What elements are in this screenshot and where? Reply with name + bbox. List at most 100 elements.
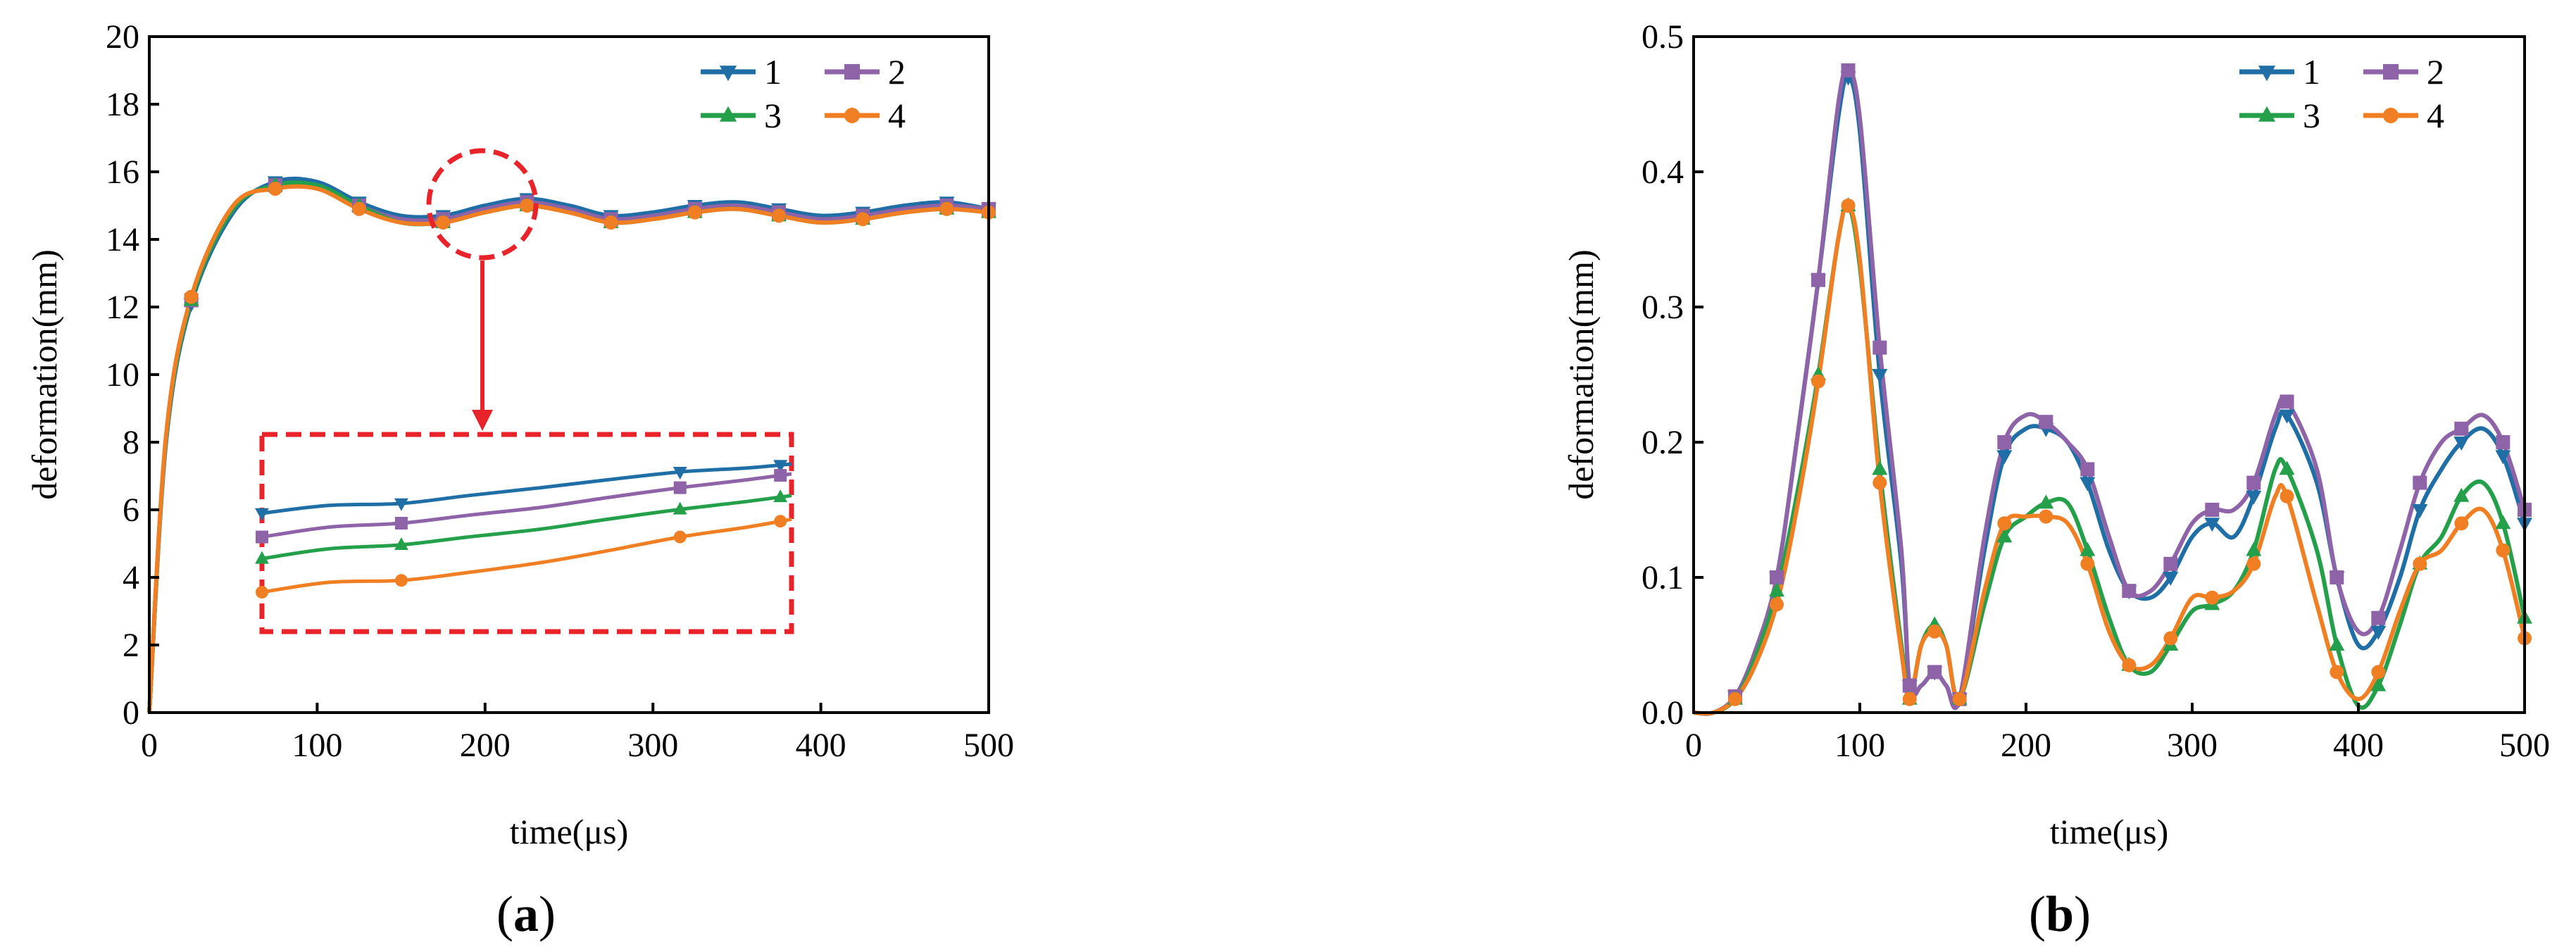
chart-b-series-3-point	[2370, 677, 2387, 691]
chart-b-series-1-point	[2279, 409, 2295, 424]
chart-a-series-4-point	[856, 212, 870, 227]
chart-b-xtick-label: 200	[2001, 727, 2051, 764]
chart-b-series-4-point	[1841, 199, 1856, 213]
chart-b-series-3-point	[2246, 541, 2262, 556]
chart-a-series-4-point	[184, 289, 199, 304]
chart-b-series-2-point	[2496, 435, 2511, 449]
chart-a-legend-label-4: 4	[888, 96, 906, 135]
chart-b-series-1-point	[2246, 490, 2262, 505]
chart-b-series-4-point	[1811, 374, 1825, 389]
chart-a-series-4-point	[772, 208, 786, 223]
chart-a-ytick-label: 4	[123, 559, 139, 596]
chart-b-legend-label-1: 1	[2303, 52, 2320, 92]
chart-a-inset-series-2-point	[673, 481, 687, 494]
chart-a-ytick-label: 20	[106, 18, 139, 56]
chart-a-xtick-label: 0	[141, 727, 158, 764]
chart-a-inset-series-4-point	[673, 530, 687, 544]
chart-a-inset-series-3-point	[394, 537, 408, 550]
chart-a-inset-series-3-point	[673, 501, 687, 515]
chart-b-series-2-point	[2413, 475, 2427, 490]
chart-b-xtick-label: 300	[2167, 727, 2218, 764]
chart-a-xtick-label: 100	[292, 727, 342, 764]
chart-a-series-4-point	[939, 201, 954, 216]
chart-b-series-4-point	[2205, 590, 2220, 605]
chart-b-series-4-point	[2163, 631, 2178, 646]
chart-b-series-3-point	[1769, 582, 1784, 597]
chart-b-series-4-point	[1927, 624, 1942, 639]
chart-a-inset-series-1-point	[255, 508, 269, 521]
chart-b-series-1-point	[2412, 504, 2428, 518]
chart-b-series-3-point	[2038, 494, 2054, 509]
chart-a-xtick-label: 200	[460, 727, 511, 764]
chart-b-legend-marker-4	[2383, 108, 2399, 123]
chart-b-series-2-point	[1770, 570, 1784, 584]
chart-b-series-2-point	[2371, 610, 2386, 625]
chart-a-xtick-label: 300	[627, 727, 678, 764]
chart-b-legend-label-3: 3	[2303, 96, 2320, 135]
chart-a-ytick-label: 8	[123, 424, 139, 461]
chart-b-series-4-point	[2371, 665, 2386, 679]
chart-b-series-2-point	[1997, 435, 2012, 449]
chart-a-inset-series-2-line	[261, 472, 792, 539]
chart-b-series-4-point	[2454, 516, 2469, 531]
chart-a-inset-series-4-line	[261, 517, 792, 594]
chart-a-series-4-point	[352, 201, 366, 216]
chart-b-series-1-point	[2453, 437, 2470, 451]
chart-b-series-4-point	[2280, 489, 2294, 503]
chart-b-series-2-point	[1927, 665, 1942, 679]
chart-b-xlabel: time(μs)	[2050, 812, 2168, 851]
chart-b-series-1-point	[2495, 450, 2511, 465]
chart-b-series-2-point	[2246, 475, 2261, 490]
chart-b-series-1-point	[2163, 572, 2179, 586]
chart-a-inset-series-4-point	[256, 586, 268, 599]
panel-label-a-open: (	[496, 886, 513, 942]
chart-b: 0 100 200 300 400 500 0.0 0.1 0.2 0.3 0.4 0.5 time(…	[1561, 18, 2550, 851]
chart-b-series-4-point	[1872, 475, 1887, 490]
chart-a-inset-series-2-point	[774, 469, 787, 482]
chart-b-series-2-point	[1872, 340, 1887, 355]
chart-b-series-3-point	[1996, 528, 2013, 543]
chart-a-inset-series-1-point	[673, 467, 687, 480]
chart-a-legend-marker-1	[719, 65, 737, 82]
chart-b-legend-label-4: 4	[2427, 96, 2444, 135]
chart-a-zoom-circle	[426, 148, 539, 261]
chart-b-ylabel: deformation(mm)	[1561, 249, 1601, 499]
chart-b-ytick-label: 0.1	[1642, 559, 1684, 596]
chart-a-ytick-label: 12	[106, 289, 139, 326]
chart-a-inset-series-1-point	[394, 498, 408, 511]
chart-a-series-4-point	[436, 215, 451, 230]
panel-label-a-close: )	[539, 886, 556, 942]
chart-b-series-4-point	[2330, 665, 2344, 679]
chart-b-series-1-point	[2204, 518, 2220, 532]
panel-label-a: (a)	[496, 886, 556, 942]
chart-a-legend-marker-3	[719, 106, 737, 122]
chart-b-series-2-point	[2039, 415, 2053, 430]
chart-b-series-3-point	[2495, 515, 2511, 530]
chart-b-legend-marker-2	[2383, 64, 2399, 80]
chart-a-inset-series-3-point	[255, 551, 269, 564]
chart-b-series-4-point	[2496, 543, 2511, 558]
chart-b-series-2-point	[1841, 63, 1856, 77]
chart-a-xtick-label: 400	[796, 727, 846, 764]
chart-b-series-4-point	[2080, 556, 2095, 571]
chart-b-series-3-point	[2453, 487, 2470, 502]
chart-b-series-4-point	[1952, 691, 1967, 706]
chart-b-legend-marker-1	[2258, 65, 2276, 82]
chart-b-series-1-point	[2080, 477, 2096, 491]
chart-b-series-4-point	[1997, 516, 2012, 531]
chart-b-series-1-point	[1996, 450, 2013, 465]
chart-b-series-2-point	[2280, 394, 2294, 409]
chart-a-series-4-point	[604, 215, 618, 230]
chart-a-inset-series-3-line	[261, 494, 792, 560]
chart-b-xtick-label: 500	[2499, 727, 2550, 764]
chart-b-legend-label-2: 2	[2427, 52, 2444, 92]
chart-b-series-1-point	[1872, 369, 1888, 383]
chart-b-series-2-line	[1693, 68, 2527, 716]
chart-a-series-4-point	[520, 199, 534, 213]
chart-b-xtick-label: 400	[2333, 727, 2384, 764]
chart-b-series-4-point	[2039, 509, 2053, 524]
chart-a-inset-series-3-point	[773, 489, 788, 503]
chart-b-series-2-point	[1902, 678, 1917, 693]
chart-a-ytick-label: 0	[123, 694, 139, 732]
